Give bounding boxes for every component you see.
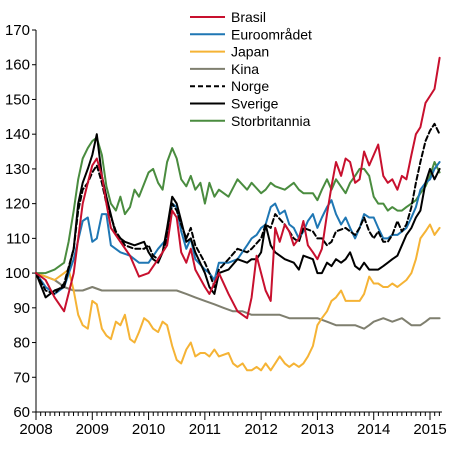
y-tick-label: 130	[5, 161, 30, 178]
y-tick-label: 150	[5, 91, 30, 108]
x-tick-label: 2015	[413, 421, 446, 438]
x-tick-label: 2012	[244, 421, 277, 438]
series-line-brasil	[35, 56, 441, 320]
series-lines	[35, 56, 441, 372]
y-tick-label: 90	[13, 300, 30, 317]
legend-label-brasil: Brasil	[231, 9, 266, 25]
legend-label-sverige: Sverige	[231, 96, 279, 112]
x-tick-label: 2011	[189, 421, 221, 438]
chart-axes: 60 70 80 90 100 110 120 130 140 150 160 170 2008 2009…	[5, 22, 447, 438]
y-tick-label: 80	[13, 335, 30, 352]
y-tick-label: 110	[6, 230, 30, 247]
y-tick-label: 70	[13, 369, 30, 386]
series-line-storbritannia	[35, 136, 441, 275]
series-line-japan	[35, 223, 441, 372]
x-tick-label: 2010	[132, 421, 165, 438]
x-tick-label: 2009	[76, 421, 109, 438]
legend-label-euroomr-det: Euroområdet	[231, 26, 312, 42]
y-tick-label: 160	[5, 57, 30, 74]
y-tick-label: 140	[5, 126, 30, 143]
y-tick-label: 60	[13, 404, 30, 421]
legend-label-kina: Kina	[231, 61, 259, 77]
y-tick-label: 120	[5, 196, 30, 213]
x-tick-label: 2008	[19, 421, 52, 438]
legend-label-norge: Norge	[231, 78, 269, 94]
x-tick-label: 2014	[357, 421, 390, 438]
x-tick-label: 2013	[301, 421, 334, 438]
y-tick-label: 100	[5, 265, 30, 282]
legend-label-japan: Japan	[231, 44, 269, 60]
series-line-sverige	[35, 133, 441, 299]
y-tick-label: 170	[5, 22, 30, 39]
series-line-kina	[35, 272, 441, 330]
legend-label-storbritannia: Storbritannia	[231, 113, 311, 129]
series-line-euroomr-det	[35, 161, 441, 295]
